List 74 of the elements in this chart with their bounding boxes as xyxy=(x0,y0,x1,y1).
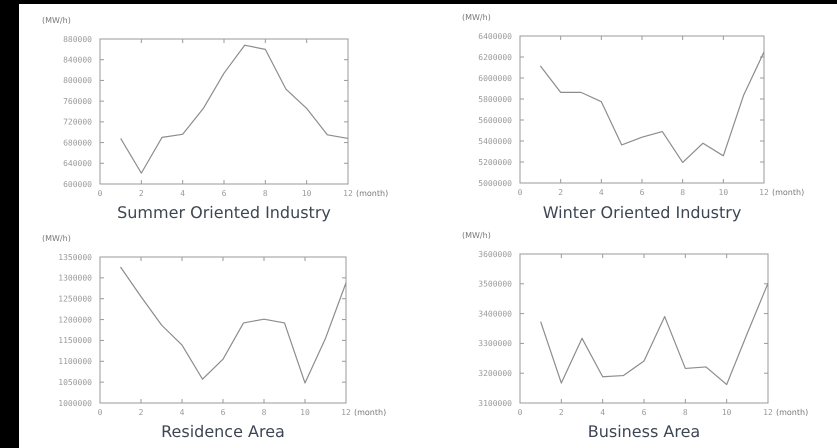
y-tick-label: 1100000 xyxy=(58,357,92,366)
x-tick-label: 4 xyxy=(598,188,604,197)
x-tick-label: 8 xyxy=(262,189,268,198)
y-tick-label: 5200000 xyxy=(478,158,512,167)
x-tick-label: 0 xyxy=(98,189,103,198)
y-tick-label: 720000 xyxy=(63,118,92,127)
x-tick-label: 2 xyxy=(558,188,564,197)
x-axis-title: (month) xyxy=(776,408,808,417)
x-tick-label: 4 xyxy=(180,408,185,417)
text: Residence Area xyxy=(161,422,285,441)
y-tick-label: 640000 xyxy=(63,159,92,168)
y-tick-label: 6000000 xyxy=(478,74,512,83)
y-tick-label: 5600000 xyxy=(478,116,512,125)
y-tick-label: 3400000 xyxy=(478,309,512,318)
y-tick-label: 6200000 xyxy=(478,52,512,62)
line-series xyxy=(120,266,347,384)
text: Winter Oriented Industry xyxy=(542,203,742,222)
y-tick-label: 1300000 xyxy=(58,274,92,283)
y-tick-label: 3600000 xyxy=(478,250,512,259)
y-tick-label: 1050000 xyxy=(58,378,92,387)
x-tick-label: 12 xyxy=(763,408,773,417)
x-tick-label: 12 xyxy=(759,188,769,197)
y-tick-label: 1000000 xyxy=(58,398,92,408)
x-axis-title: (month) xyxy=(772,188,804,197)
y-tick-label: 1250000 xyxy=(58,294,92,304)
y-axis-title: (MW/h) xyxy=(42,234,71,243)
x-tick-label: 10 xyxy=(300,408,310,417)
x-tick-label: 12 xyxy=(341,408,351,417)
y-tick-label: 840000 xyxy=(63,56,92,65)
text: Business Area xyxy=(588,422,700,441)
y-tick-label: 880000 xyxy=(63,34,92,44)
x-tick-label: 8 xyxy=(680,188,686,197)
x-tick-label: 10 xyxy=(722,408,732,417)
x-tick-label: 0 xyxy=(518,408,523,417)
y-tick-label: 600000 xyxy=(63,180,92,189)
y-axis-title: (MW/h) xyxy=(462,231,491,240)
y-axis-title: (MW/h) xyxy=(42,16,71,25)
text: Summer Oriented Industry xyxy=(117,203,331,222)
x-tick-label: 6 xyxy=(222,189,227,198)
line-series xyxy=(540,282,769,386)
y-tick-label: 5800000 xyxy=(478,94,512,104)
y-tick-label: 6400000 xyxy=(478,32,512,41)
x-tick-label: 10 xyxy=(302,189,312,198)
y-tick-label: 1200000 xyxy=(58,315,92,324)
y-tick-label: 3100000 xyxy=(478,398,512,408)
x-tick-label: 2 xyxy=(138,408,144,417)
x-tick-label: 12 xyxy=(343,189,353,198)
y-tick-label: 3300000 xyxy=(478,339,512,348)
x-tick-label: 6 xyxy=(220,408,226,417)
line-series xyxy=(540,51,765,164)
x-tick-label: 8 xyxy=(682,408,688,417)
x-tick-label: 4 xyxy=(600,408,606,417)
x-tick-label: 0 xyxy=(98,408,103,417)
y-tick-label: 5000000 xyxy=(478,178,512,188)
x-tick-label: 6 xyxy=(640,188,645,197)
x-tick-label: 2 xyxy=(138,189,144,198)
x-tick-label: 10 xyxy=(718,188,728,197)
y-tick-label: 3200000 xyxy=(478,369,512,378)
x-tick-label: 0 xyxy=(518,188,523,197)
x-tick-label: 8 xyxy=(262,408,267,417)
y-tick-label: 760000 xyxy=(63,96,92,106)
x-axis-title: (month) xyxy=(356,189,388,198)
y-tick-label: 1150000 xyxy=(58,336,92,346)
y-tick-label: 1350000 xyxy=(58,252,92,262)
y-tick-label: 800000 xyxy=(63,76,92,86)
x-axis-title: (month) xyxy=(354,408,386,417)
y-tick-label: 3500000 xyxy=(478,280,512,289)
line-series xyxy=(120,44,349,174)
x-tick-label: 4 xyxy=(180,189,186,198)
x-tick-label: 2 xyxy=(558,408,564,417)
y-tick-label: 680000 xyxy=(63,138,92,148)
y-axis-title: (MW/h) xyxy=(462,13,491,22)
x-tick-label: 6 xyxy=(642,408,647,417)
y-tick-label: 5400000 xyxy=(478,136,512,146)
